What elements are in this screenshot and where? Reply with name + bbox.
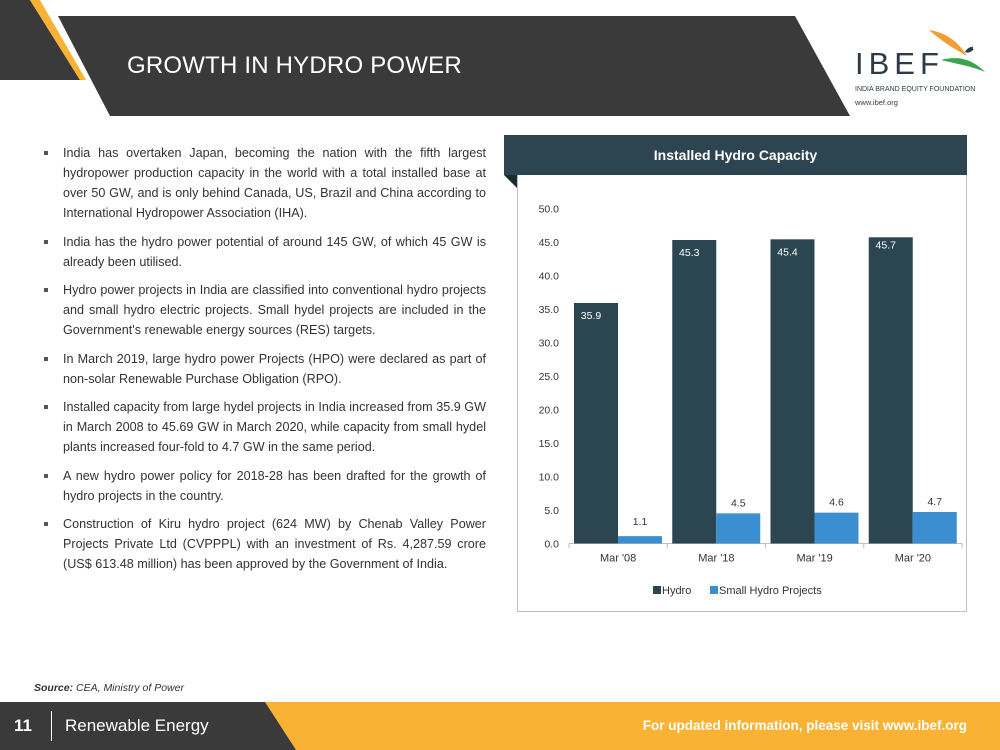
y-tick-label: 10.0 bbox=[539, 472, 560, 484]
bullet-text: In March 2019, large hydro power Project… bbox=[63, 351, 486, 386]
legend-label: Small Hydro Projects bbox=[719, 585, 822, 597]
page-title: GROWTH IN HYDRO POWER bbox=[127, 52, 462, 79]
logo-wordmark: IBEF bbox=[855, 46, 944, 81]
y-tick-label: 5.0 bbox=[544, 505, 559, 517]
header-left-block bbox=[0, 0, 80, 80]
y-tick-label: 50.0 bbox=[539, 204, 560, 216]
ibef-logo[interactable]: IBEF INDIA BRAND EQUITY FOUNDATION www.i… bbox=[855, 26, 995, 116]
bullet-text: Construction of Kiru hydro project (624 … bbox=[63, 517, 486, 571]
source-label: Source: bbox=[34, 682, 74, 694]
bird-icon bbox=[929, 30, 985, 72]
bullet-icon bbox=[44, 473, 48, 478]
data-label: 35.9 bbox=[581, 310, 602, 322]
bullet-icon bbox=[44, 405, 48, 409]
legend-swatch bbox=[710, 586, 718, 594]
bullet-item: In March 2019, large hydro power Project… bbox=[40, 349, 486, 389]
data-label: 45.4 bbox=[777, 246, 798, 258]
bullet-icon bbox=[44, 522, 48, 526]
data-label: 45.3 bbox=[679, 247, 700, 259]
bullet-icon bbox=[44, 151, 48, 155]
source-note: Source: CEA, Ministry of Power bbox=[34, 682, 184, 694]
section-name: Renewable Energy bbox=[65, 716, 209, 735]
chart-header bbox=[504, 135, 967, 175]
page-number: 11 bbox=[14, 716, 32, 735]
x-tick-label: Mar '18 bbox=[698, 553, 734, 565]
data-label: 4.7 bbox=[927, 496, 942, 508]
bar-hydro bbox=[868, 237, 913, 544]
y-tick-label: 15.0 bbox=[539, 438, 560, 450]
bullet-text: Installed capacity from large hydel proj… bbox=[63, 400, 486, 454]
bar-small-hydro-projects bbox=[716, 513, 761, 544]
legend-label: Hydro bbox=[662, 585, 691, 597]
bullet-text: A new hydro power policy for 2018-28 has… bbox=[63, 468, 486, 503]
x-tick-label: Mar '20 bbox=[895, 553, 931, 565]
chart-title: Installed Hydro Capacity bbox=[653, 147, 818, 163]
footer-divider bbox=[51, 711, 52, 741]
header-title-bar bbox=[58, 16, 850, 116]
data-label: 1.1 bbox=[633, 516, 648, 528]
footer-website-link[interactable]: For updated information, please visit ww… bbox=[642, 718, 967, 733]
bullet-item: Installed capacity from large hydel proj… bbox=[40, 397, 486, 457]
data-label: 4.5 bbox=[731, 497, 746, 509]
y-tick-label: 25.0 bbox=[539, 371, 560, 383]
bullet-text: India has the hydro power potential of a… bbox=[63, 234, 486, 269]
bullet-item: India has overtaken Japan, becoming the … bbox=[40, 143, 486, 223]
bar-small-hydro-projects bbox=[814, 512, 859, 544]
bullet-item: Construction of Kiru hydro project (624 … bbox=[40, 514, 486, 574]
bullet-icon bbox=[44, 356, 48, 361]
y-tick-label: 30.0 bbox=[539, 338, 560, 350]
data-label: 45.7 bbox=[876, 239, 897, 251]
legend-swatch bbox=[653, 586, 661, 594]
bar-hydro bbox=[574, 302, 618, 544]
x-tick-label: Mar '08 bbox=[600, 553, 636, 565]
bullet-icon bbox=[44, 288, 48, 292]
logo-tagline: INDIA BRAND EQUITY FOUNDATION bbox=[855, 86, 976, 93]
bar-hydro bbox=[770, 239, 815, 544]
chart-header-fold bbox=[504, 175, 517, 188]
y-tick-label: 20.0 bbox=[539, 405, 560, 417]
y-tick-label: 40.0 bbox=[539, 271, 560, 283]
bar-chart: 0.0 5.0 10.0 15.0 20.0 25.0 30.0 35.0 40.0 45.0 50… bbox=[539, 204, 963, 597]
bullet-item: A new hydro power policy for 2018-28 has… bbox=[40, 466, 486, 506]
x-tick-label: Mar '19 bbox=[796, 553, 832, 565]
bar-small-hydro-projects bbox=[912, 512, 957, 544]
footer-band bbox=[0, 702, 1000, 750]
bar-hydro bbox=[672, 239, 717, 544]
bullet-item: Hydro power projects in India are classi… bbox=[40, 280, 486, 340]
bullet-item: India has the hydro power potential of a… bbox=[40, 232, 486, 272]
data-label: 4.6 bbox=[829, 497, 844, 509]
bullet-icon bbox=[44, 239, 48, 244]
logo-url[interactable]: www.ibef.org bbox=[855, 98, 898, 107]
y-tick-label: 0.0 bbox=[544, 539, 559, 551]
bullet-list: India has overtaken Japan, becoming the … bbox=[40, 143, 486, 583]
bullet-text: India has overtaken Japan, becoming the … bbox=[63, 146, 486, 220]
header-band bbox=[0, 0, 850, 116]
source-text: CEA, Ministry of Power bbox=[76, 682, 184, 694]
y-tick-label: 35.0 bbox=[539, 304, 560, 316]
bar-small-hydro-projects bbox=[618, 536, 662, 544]
footer-dark-block bbox=[0, 702, 296, 750]
bullet-text: Hydro power projects in India are classi… bbox=[63, 283, 486, 337]
header-orange-stripe bbox=[30, 0, 86, 80]
y-tick-label: 45.0 bbox=[539, 237, 560, 249]
